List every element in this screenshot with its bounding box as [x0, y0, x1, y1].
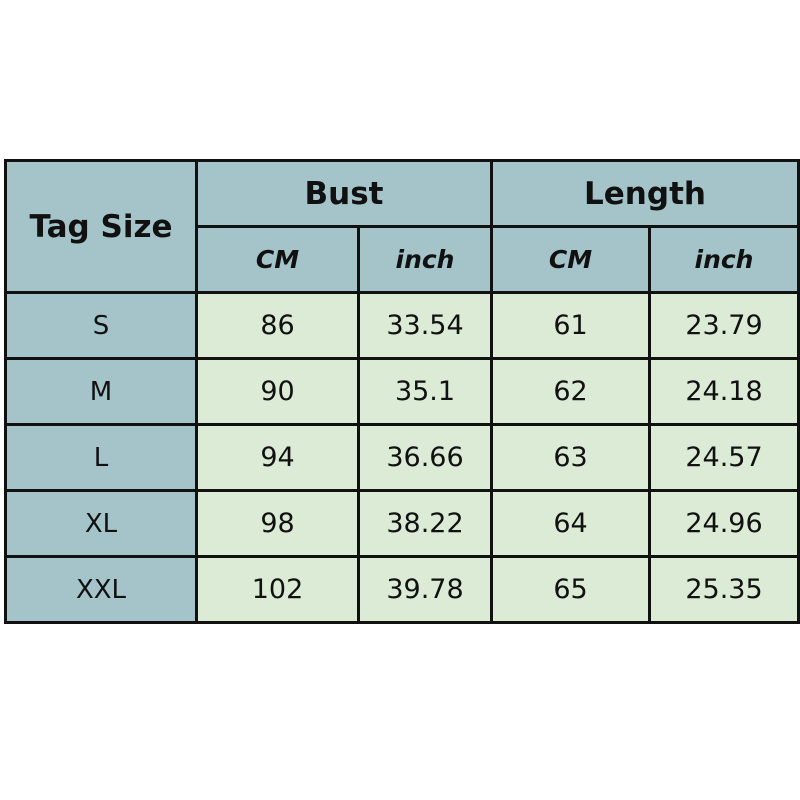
- length-inch-cell: 24.18: [648, 357, 800, 426]
- table-row: S 86 33.54 61 23.79: [4, 291, 800, 360]
- length-header: Length: [490, 159, 800, 228]
- tag-size-cell: M: [4, 357, 198, 426]
- length-cm-cell: 64: [490, 489, 651, 558]
- length-inch-cell: 24.57: [648, 423, 800, 492]
- tag-size-cell: S: [4, 291, 198, 360]
- length-inch-cell: 25.35: [648, 555, 800, 624]
- size-chart-table: Tag Size Bust Length CM inch CM inch S 86…: [4, 159, 800, 624]
- bust-inch-cell: 36.66: [357, 423, 493, 492]
- bust-cm-cell: 98: [195, 489, 360, 558]
- bust-cm-cell: 86: [195, 291, 360, 360]
- tag-size-cell: XXL: [4, 555, 198, 624]
- unit-row: CM inch CM inch: [6, 225, 800, 294]
- table-row: L 94 36.66 63 24.57: [4, 423, 800, 492]
- bust-inch-cell: 38.22: [357, 489, 493, 558]
- bust-header: Bust: [195, 159, 493, 228]
- tag-size-cell: XL: [4, 489, 198, 558]
- length-inch-header: inch: [648, 225, 800, 294]
- table-row: M 90 35.1 62 24.18: [4, 357, 800, 426]
- tag-size-header: Tag Size: [4, 159, 198, 294]
- bust-cm-cell: 94: [195, 423, 360, 492]
- table-row: XXL 102 39.78 65 25.35: [4, 555, 800, 624]
- length-cm-cell: 65: [490, 555, 651, 624]
- tag-size-cell: L: [4, 423, 198, 492]
- length-cm-cell: 61: [490, 291, 651, 360]
- bust-cm-header: CM: [195, 225, 360, 294]
- length-cm-cell: 63: [490, 423, 651, 492]
- bust-inch-cell: 35.1: [357, 357, 493, 426]
- length-cm-header: CM: [490, 225, 651, 294]
- bust-inch-cell: 33.54: [357, 291, 493, 360]
- bust-cm-cell: 90: [195, 357, 360, 426]
- table-row: XL 98 38.22 64 24.96: [4, 489, 800, 558]
- length-inch-cell: 23.79: [648, 291, 800, 360]
- length-inch-cell: 24.96: [648, 489, 800, 558]
- header-row: Tag Size Bust Length: [4, 159, 800, 294]
- bust-cm-cell: 102: [195, 555, 360, 624]
- bust-inch-cell: 39.78: [357, 555, 493, 624]
- bust-inch-header: inch: [357, 225, 493, 294]
- length-cm-cell: 62: [490, 357, 651, 426]
